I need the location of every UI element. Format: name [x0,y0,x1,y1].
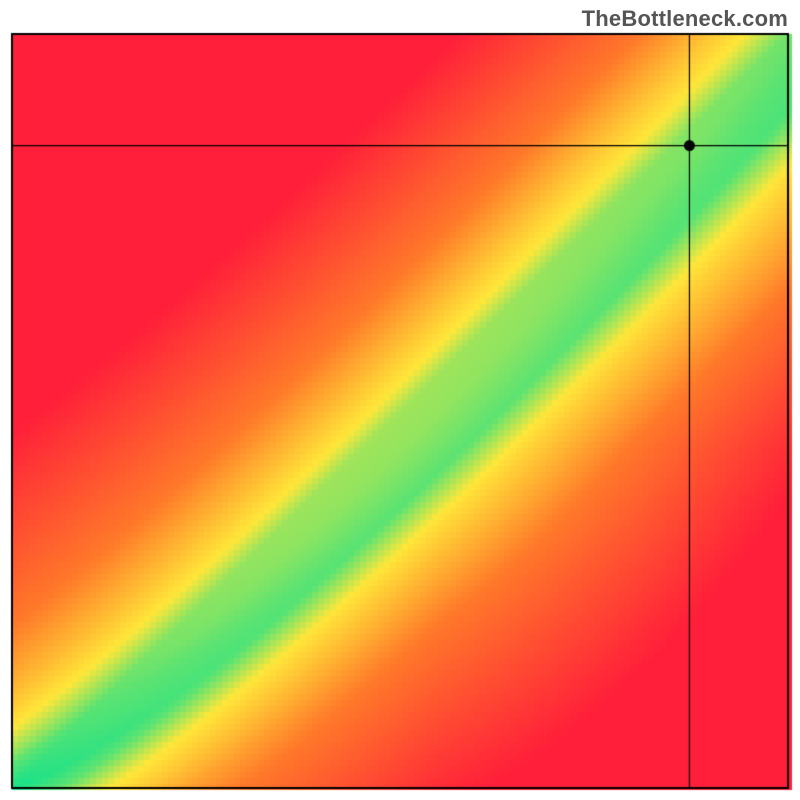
watermark-text: TheBottleneck.com [582,6,788,32]
chart-container: TheBottleneck.com [0,0,800,800]
heatmap-canvas [0,0,800,800]
